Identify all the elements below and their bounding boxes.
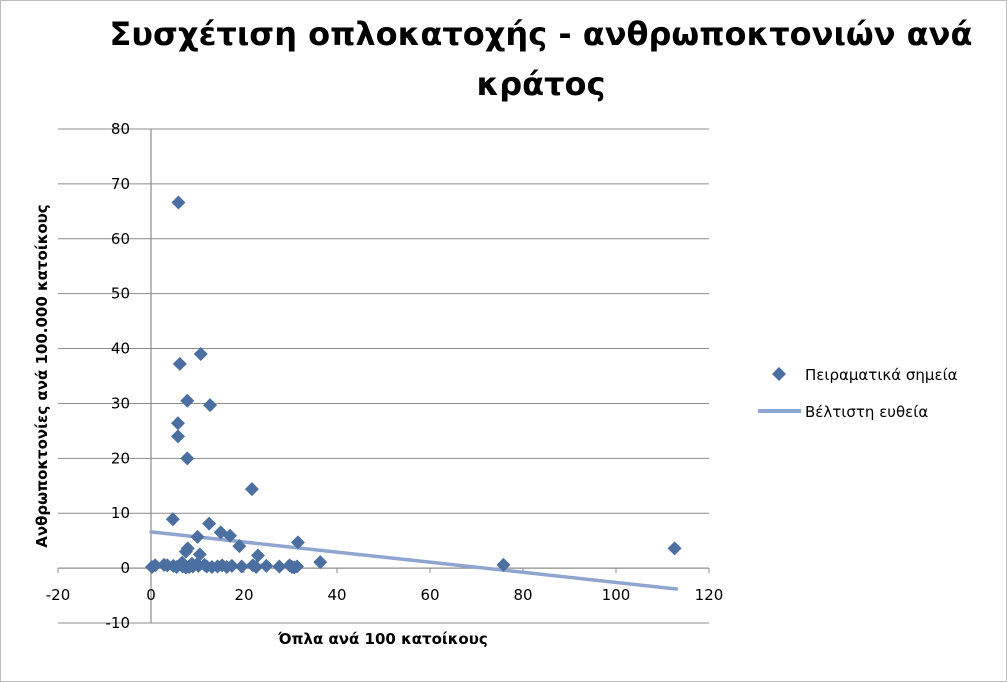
data-point	[203, 398, 218, 413]
x-tick-label: 120	[695, 586, 724, 604]
data-point	[165, 512, 180, 527]
data-point	[148, 558, 163, 573]
y-tick-label: 70	[111, 175, 130, 193]
data-point	[170, 429, 185, 444]
x-tick-label: 20	[234, 586, 253, 604]
data-point	[210, 559, 225, 574]
data-point	[180, 451, 195, 466]
axis-layer	[57, 129, 710, 623]
data-points-layer	[144, 195, 682, 575]
y-tick-label: 50	[111, 285, 130, 303]
x-tick-label: 60	[420, 586, 439, 604]
legend-marker-diamond	[772, 367, 786, 381]
legend-item-points: Πειραματικά σημεία	[772, 366, 958, 384]
data-point	[170, 416, 185, 431]
y-axis-title: Ανθρωποκτονίες ανά 100.000 κατοίκους	[33, 204, 51, 547]
x-tick-label: 0	[146, 586, 156, 604]
data-point	[667, 541, 682, 556]
data-point	[171, 195, 186, 210]
data-point	[232, 539, 247, 554]
y-tick-label: 0	[120, 559, 130, 577]
y-tick-label: -10	[106, 614, 131, 632]
data-point	[172, 356, 187, 371]
data-point	[190, 529, 205, 544]
y-tick-label: 60	[111, 230, 130, 248]
x-tick-label: 80	[513, 586, 532, 604]
data-point	[290, 559, 305, 574]
data-point	[192, 547, 207, 562]
x-tick-label: 40	[327, 586, 346, 604]
data-point	[272, 559, 287, 574]
x-axis-title: Όπλα ανά 100 κατοίκους	[277, 630, 488, 648]
data-point	[496, 557, 511, 572]
legend-label-points: Πειραματικά σημεία	[805, 366, 958, 384]
data-point	[290, 535, 305, 550]
data-point	[259, 558, 274, 573]
data-point	[244, 482, 259, 497]
data-point	[234, 559, 249, 574]
chart-title: Συσχέτιση οπλοκατοχής - ανθρωποκτονιών α…	[101, 9, 981, 109]
y-tick-label: 30	[111, 394, 130, 412]
data-point	[178, 544, 193, 559]
grid-layer	[58, 128, 709, 624]
data-point	[202, 516, 217, 531]
chart-title-line-1: Συσχέτιση οπλοκατοχής - ανθρωποκτονιών α…	[109, 15, 973, 53]
y-tick-label: 40	[111, 340, 130, 358]
data-point	[180, 393, 195, 408]
data-point	[193, 347, 208, 362]
y-tick-label: 10	[111, 504, 130, 522]
data-point	[223, 528, 238, 543]
data-point	[313, 555, 328, 570]
chart-title-line-2: κράτος	[476, 65, 606, 103]
tick-labels: -10 0 10 20 30 40 50 60 70 80 -20 0 20 40 60 80 100 120	[46, 120, 724, 632]
x-tick-label: -20	[46, 586, 71, 604]
legend-label-line: Βέλτιστη ευθεία	[805, 403, 928, 421]
data-point	[191, 558, 206, 573]
data-point	[249, 560, 264, 575]
legend-item-line: Βέλτιστη ευθεία	[758, 403, 928, 421]
legend: Πειραματικά σημεία Βέλτιστη ευθεία	[758, 366, 958, 421]
y-tick-label: 20	[111, 449, 130, 467]
data-point	[224, 558, 239, 573]
x-tick-label: 100	[602, 586, 631, 604]
y-tick-label: 80	[111, 120, 130, 138]
data-point	[250, 548, 265, 563]
